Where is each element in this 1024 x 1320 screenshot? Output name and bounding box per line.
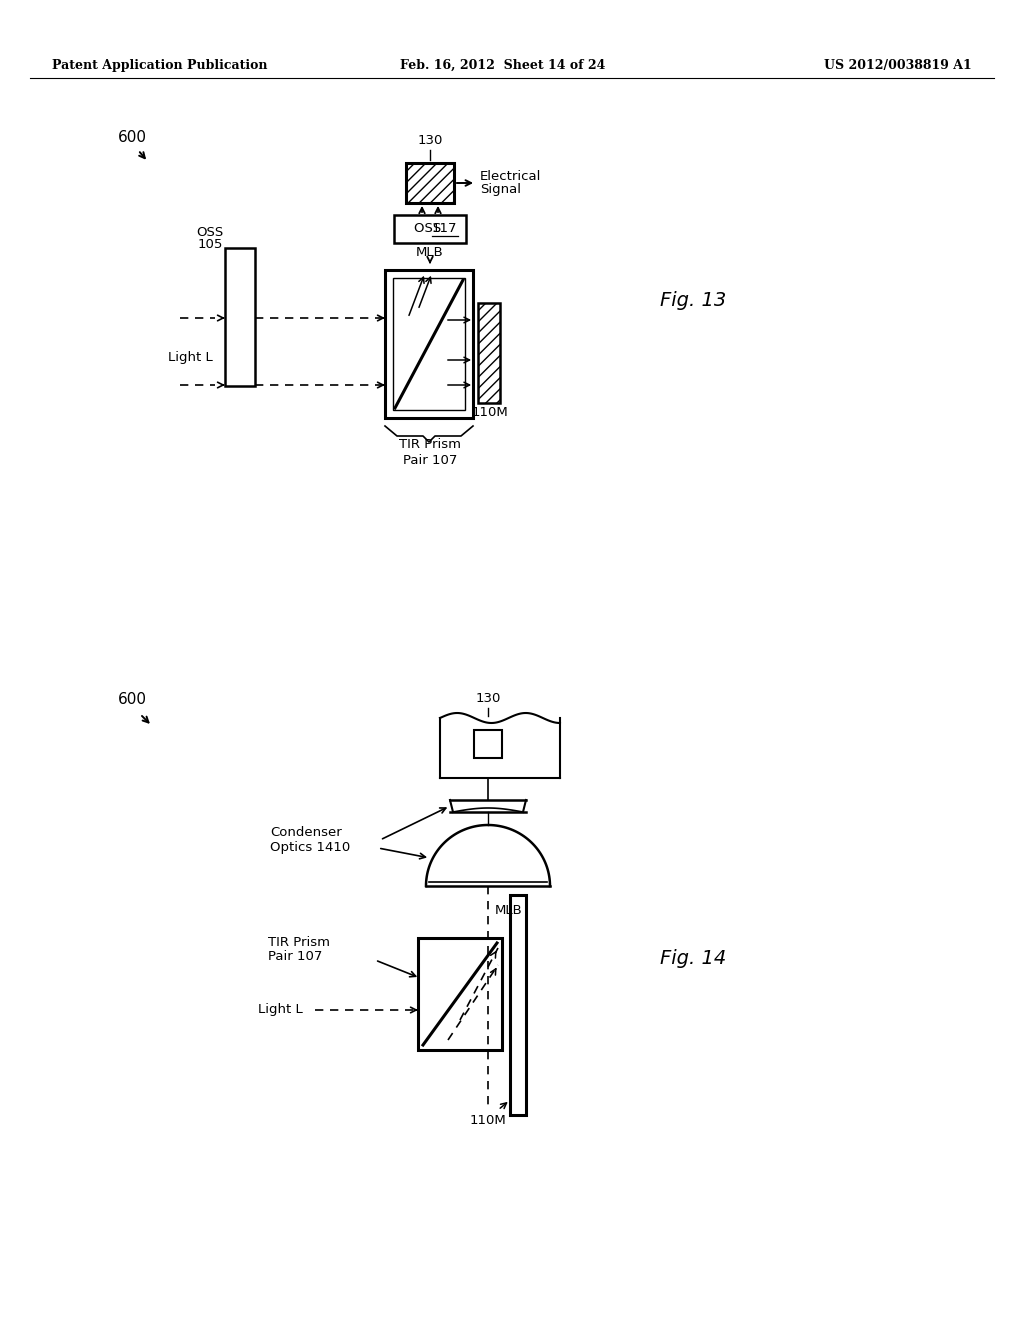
Text: TIR Prism: TIR Prism bbox=[399, 438, 461, 451]
Text: TIR Prism: TIR Prism bbox=[268, 936, 330, 949]
Text: Light L: Light L bbox=[168, 351, 212, 364]
Text: Pair 107: Pair 107 bbox=[268, 950, 323, 964]
Bar bbox=[406, 162, 454, 203]
Text: Optics 1410: Optics 1410 bbox=[270, 841, 350, 854]
Text: 110M: 110M bbox=[470, 1114, 507, 1126]
Text: 130: 130 bbox=[475, 692, 501, 705]
Text: 117: 117 bbox=[432, 223, 458, 235]
Text: Condenser: Condenser bbox=[270, 825, 342, 838]
Bar bbox=[393, 279, 465, 411]
Text: Fig. 14: Fig. 14 bbox=[660, 949, 726, 968]
Text: Light L: Light L bbox=[258, 1003, 303, 1016]
Text: 110M: 110M bbox=[472, 405, 508, 418]
Text: MLB: MLB bbox=[416, 247, 443, 260]
Text: Patent Application Publication: Patent Application Publication bbox=[52, 58, 267, 71]
Text: 600: 600 bbox=[118, 131, 147, 145]
Text: Pair 107: Pair 107 bbox=[402, 454, 457, 466]
Text: 600: 600 bbox=[118, 693, 147, 708]
Text: Signal: Signal bbox=[480, 183, 521, 197]
Bar bbox=[510, 895, 526, 1115]
Text: OSS: OSS bbox=[197, 226, 223, 239]
Text: OSS: OSS bbox=[414, 223, 445, 235]
Bar bbox=[225, 248, 255, 385]
Bar bbox=[478, 304, 500, 403]
Bar bbox=[385, 271, 473, 418]
Text: MLB: MLB bbox=[495, 903, 522, 916]
Text: Feb. 16, 2012  Sheet 14 of 24: Feb. 16, 2012 Sheet 14 of 24 bbox=[400, 58, 605, 71]
Text: 105: 105 bbox=[198, 239, 222, 252]
Text: 130: 130 bbox=[418, 133, 442, 147]
Polygon shape bbox=[418, 939, 502, 1049]
Text: US 2012/0038819 A1: US 2012/0038819 A1 bbox=[824, 58, 972, 71]
Bar bbox=[474, 730, 502, 758]
Bar bbox=[394, 215, 466, 243]
Text: Electrical: Electrical bbox=[480, 169, 542, 182]
Text: Fig. 13: Fig. 13 bbox=[660, 290, 726, 309]
